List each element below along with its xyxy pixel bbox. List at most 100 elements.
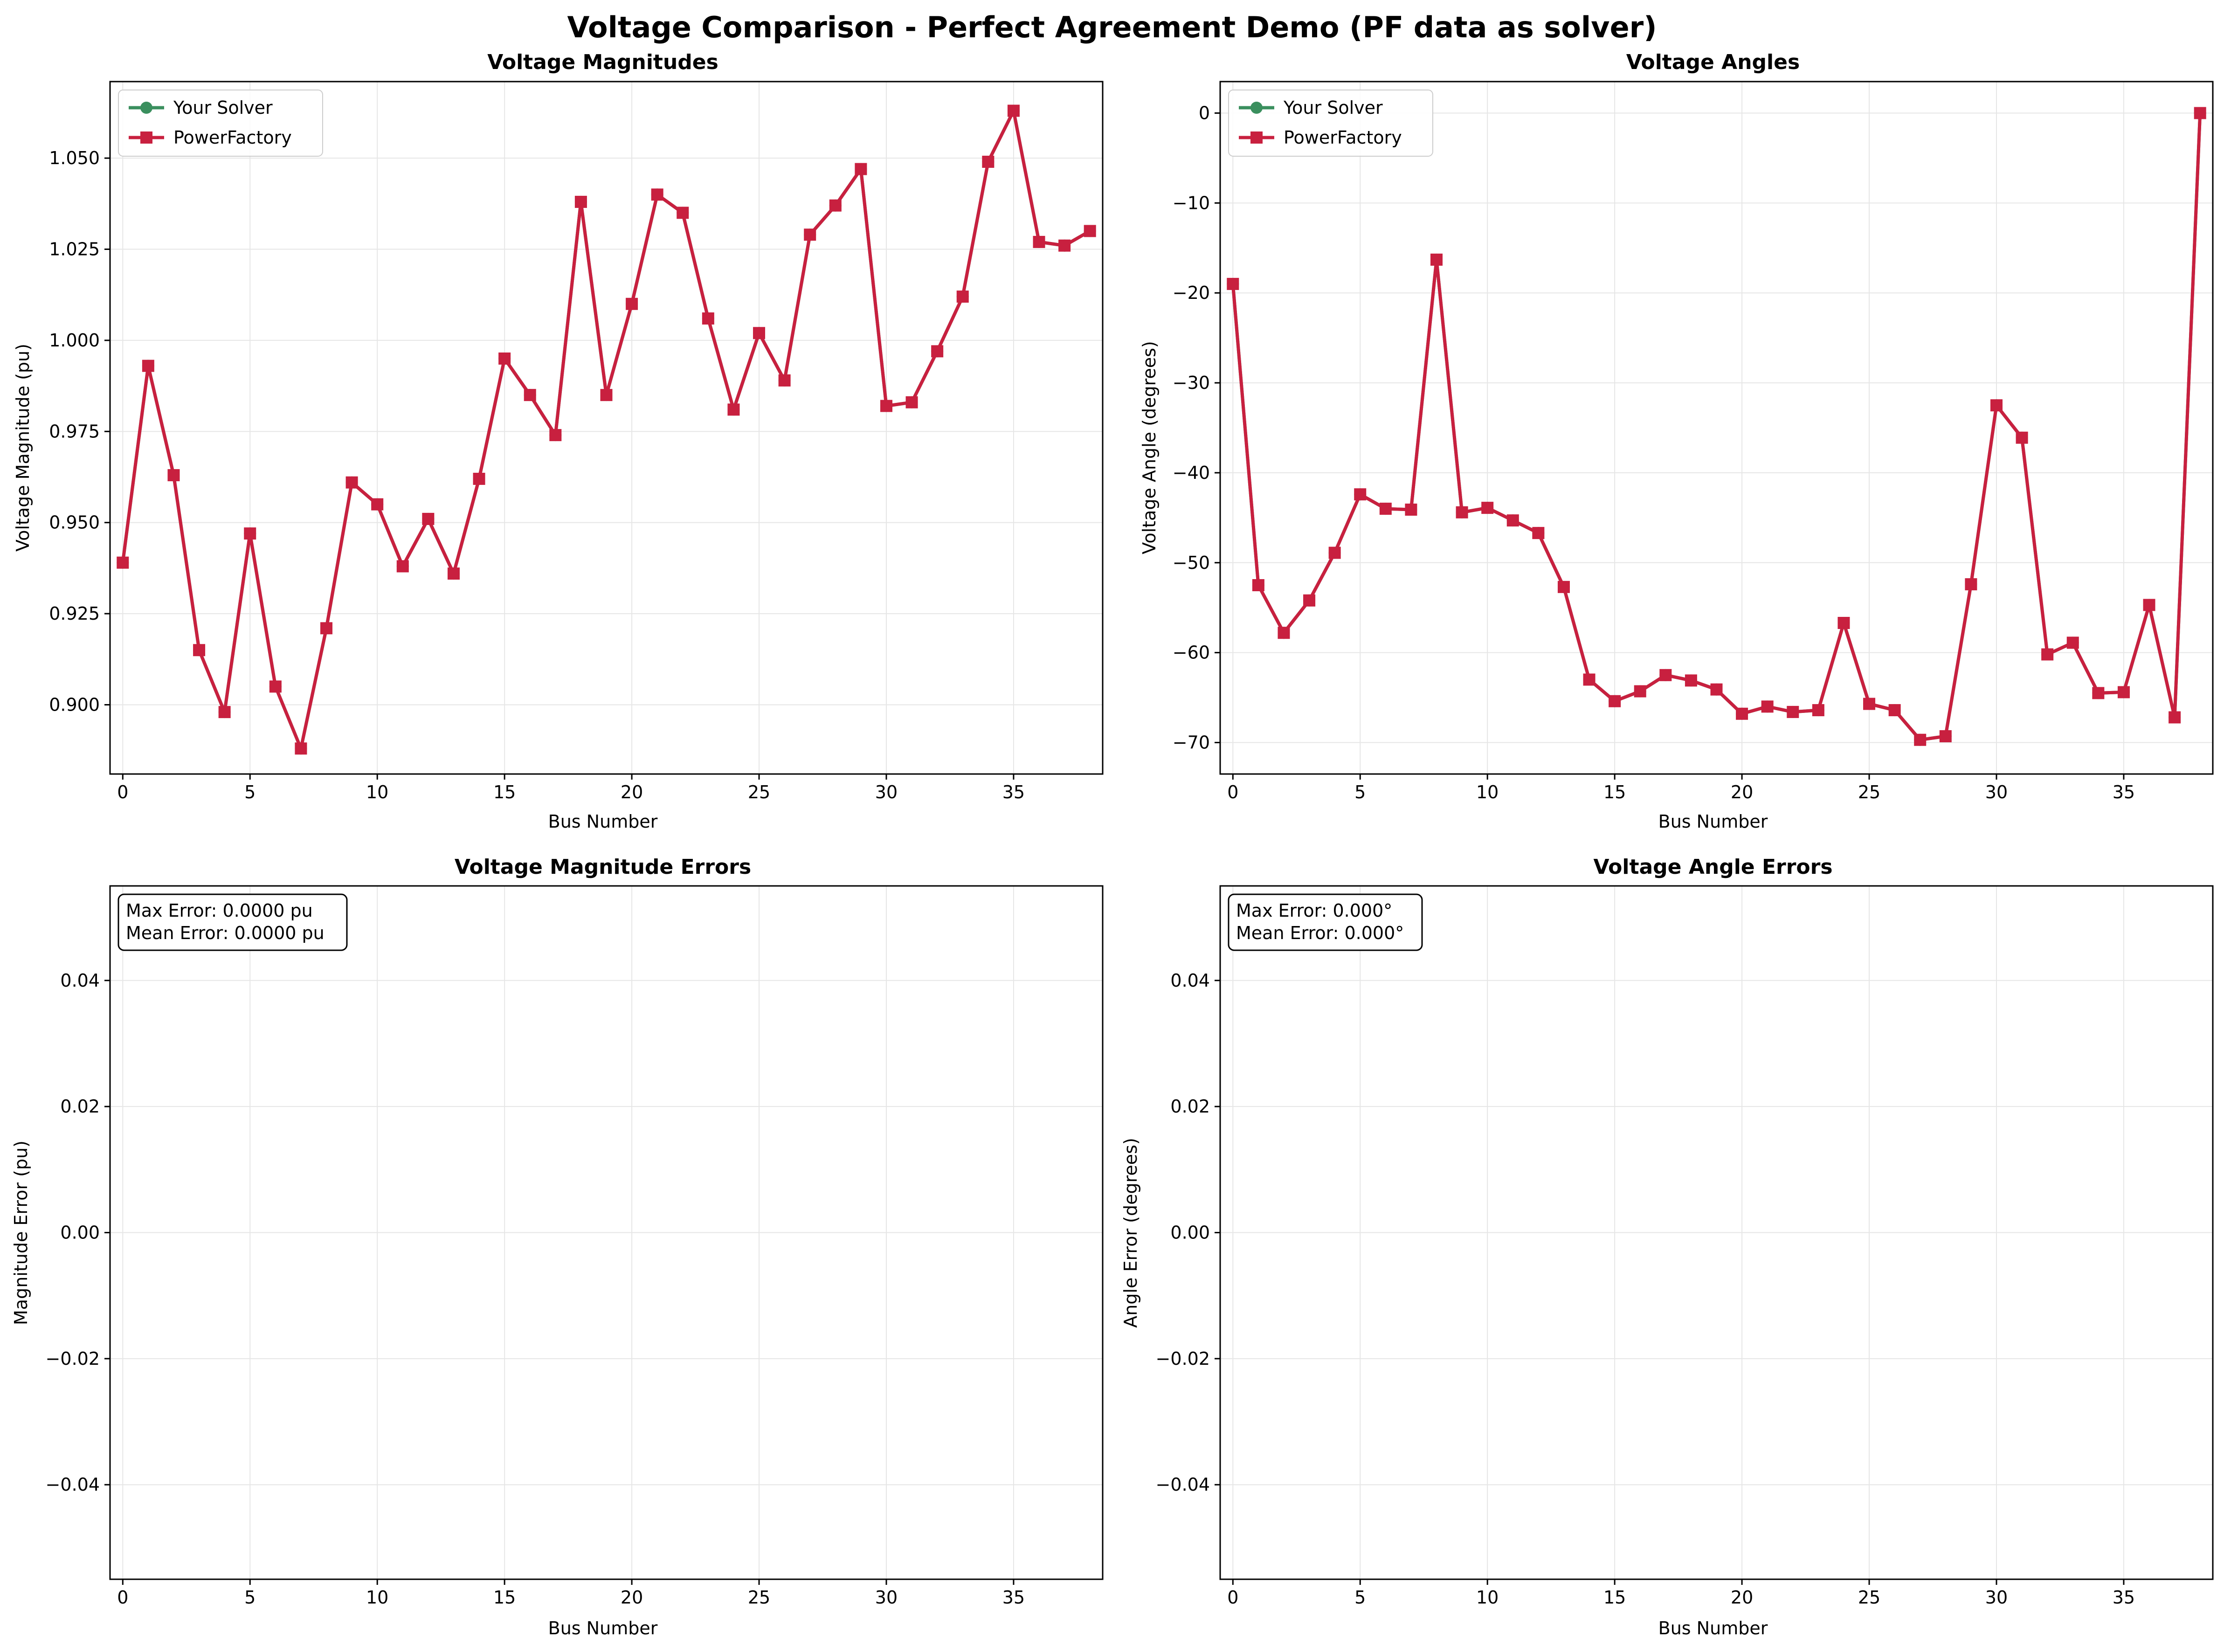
data-point [345, 476, 358, 489]
data-point [880, 400, 892, 412]
x-tick-label: 25 [1858, 782, 1880, 802]
data-point [1761, 700, 1774, 713]
x-tick-label: 35 [2113, 1587, 2135, 1608]
data-point [193, 644, 206, 657]
x-tick-label: 25 [748, 782, 770, 802]
axes-frame [109, 81, 1104, 775]
y-tick-label: 0.00 [1170, 1223, 1210, 1243]
figure-title: Voltage Comparison - Perfect Agreement D… [567, 10, 1657, 44]
grid [110, 82, 1103, 774]
x-tick-label: 30 [1985, 782, 2008, 802]
data-point [371, 498, 384, 511]
data-point [600, 389, 613, 401]
data-point [2066, 636, 2079, 649]
x-tick-label: 20 [621, 782, 643, 802]
x-tick-label: 15 [493, 782, 516, 802]
voltage-magnitude-errors-panel: Voltage Magnitude Errors Bus Number Magn… [11, 855, 1104, 1638]
data-point [1354, 488, 1367, 501]
voltage-magnitudes-panel: Voltage Magnitudes Bus Number Voltage Ma… [13, 50, 1104, 832]
legend-marker [140, 131, 152, 144]
y-tick-label: 0.04 [1170, 970, 1210, 991]
legend-label: PowerFactory [1284, 127, 1402, 148]
y-tick-label: −0.04 [1156, 1474, 1210, 1495]
data-point [1609, 695, 1621, 707]
data-point [829, 199, 842, 212]
annotation-line: Max Error: 0.0000 pu [126, 900, 313, 921]
data-point [1430, 253, 1443, 266]
data-point [1379, 503, 1392, 515]
x-tick-label: 0 [1227, 782, 1238, 802]
data-point [117, 556, 129, 569]
data-point [2016, 431, 2028, 444]
data-point [269, 680, 282, 693]
data-point [422, 512, 435, 525]
series-powerfactory [1227, 107, 2206, 746]
y-tick-label: 1.025 [49, 239, 100, 260]
x-tick-label: 35 [2113, 782, 2135, 802]
data-point [218, 706, 231, 719]
data-point [1736, 707, 1748, 720]
x-tick-label: 0 [1227, 1587, 1238, 1608]
y-tick-label: 0.925 [49, 603, 100, 624]
data-point [320, 622, 333, 635]
panel-title-voltage-magnitudes: Voltage Magnitudes [487, 50, 718, 74]
data-point [524, 389, 536, 401]
data-point [804, 228, 816, 241]
x-tick-label: 35 [1002, 1587, 1025, 1608]
axes-frame [1219, 81, 2214, 775]
y-axis-label: Angle Error (degrees) [1120, 1138, 1141, 1328]
data-point [1685, 674, 1697, 687]
data-point [727, 403, 740, 416]
x-tick-label: 10 [366, 1587, 388, 1608]
x-tick-label: 10 [1476, 1587, 1499, 1608]
y-tick-label: −20 [1173, 283, 1210, 303]
data-point [1252, 579, 1264, 591]
data-point [905, 396, 918, 408]
axes-frame [1219, 885, 2214, 1580]
y-axis-label: Voltage Angle (degrees) [1139, 341, 1160, 554]
data-point [142, 359, 154, 372]
x-tick-label: 20 [1731, 1587, 1753, 1608]
data-point [1033, 235, 1045, 248]
error-stats-annotation: Max Error: 0.000°Mean Error: 0.000° [1228, 893, 1423, 951]
data-point [1888, 704, 1901, 717]
y-tick-label: 0.02 [1170, 1096, 1210, 1117]
grid [1220, 82, 2213, 774]
data-point [753, 327, 766, 339]
voltage-angle-errors-panel: Voltage Angle Errors Bus Number Angle Er… [1120, 855, 2214, 1638]
panel-title-voltage-angle-errors: Voltage Angle Errors [1593, 855, 1832, 879]
data-point [396, 560, 409, 573]
data-point [498, 353, 511, 365]
data-point [956, 290, 969, 303]
y-tick-label: −10 [1173, 193, 1210, 213]
legend: Your Solver PowerFactory [118, 90, 323, 157]
panel-title-voltage-angles: Voltage Angles [1626, 50, 1800, 74]
data-point [1557, 581, 1570, 593]
x-tick-label: 15 [1603, 782, 1626, 802]
legend-box [118, 90, 323, 157]
data-point [1914, 733, 1927, 746]
data-point [2194, 107, 2206, 119]
x-tick-label: 0 [117, 782, 128, 802]
y-tick-label: 0.900 [49, 695, 100, 715]
data-point [1634, 685, 1646, 698]
data-point [1506, 514, 1519, 527]
annotation-box [117, 893, 348, 951]
data-point [447, 567, 460, 580]
legend-label: Your Solver [173, 97, 273, 118]
x-tick-label: 25 [1858, 1587, 1880, 1608]
data-point [1227, 277, 1239, 290]
data-point [982, 155, 995, 168]
data-point [1084, 225, 1096, 237]
data-point [1812, 704, 1824, 717]
data-point [244, 527, 256, 540]
grid [1220, 886, 2213, 1579]
data-point [1787, 705, 1799, 718]
data-point [473, 472, 485, 485]
x-axis-label: Bus Number [548, 1618, 658, 1638]
data-point [1939, 730, 1952, 742]
data-point [1532, 527, 1545, 539]
